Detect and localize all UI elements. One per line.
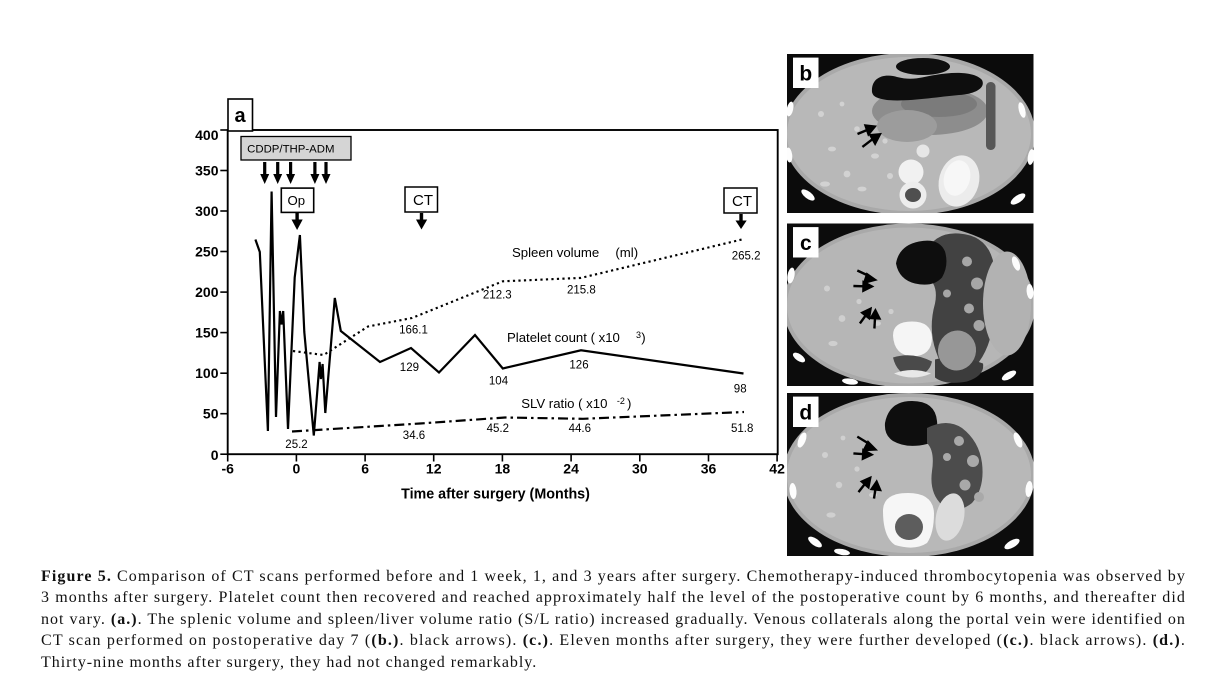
svg-text:SLV ratio ( x10: SLV ratio ( x10: [521, 396, 607, 411]
svg-text:CT: CT: [732, 193, 752, 210]
svg-text:42: 42: [769, 461, 785, 477]
svg-text:): ): [627, 396, 631, 411]
svg-text:45.2: 45.2: [487, 423, 509, 435]
svg-text:166.1: 166.1: [399, 325, 428, 337]
svg-text:-2: -2: [617, 396, 625, 406]
svg-text:100: 100: [195, 365, 219, 381]
svg-text:400: 400: [195, 127, 219, 143]
svg-text:CT: CT: [413, 192, 433, 209]
svg-text:215.8: 215.8: [567, 285, 596, 297]
svg-text:0: 0: [211, 447, 219, 463]
svg-text:250: 250: [195, 244, 219, 260]
svg-text:50: 50: [203, 406, 219, 422]
svg-text:51.8: 51.8: [731, 423, 753, 435]
svg-text:a: a: [234, 105, 246, 127]
svg-text:200: 200: [195, 284, 219, 300]
svg-text:Time after surgery (Months): Time after surgery (Months): [401, 487, 590, 503]
svg-text:(ml): (ml): [615, 245, 638, 260]
svg-text:212.3: 212.3: [483, 289, 512, 301]
svg-text:Op: Op: [288, 193, 306, 208]
svg-text:25.2: 25.2: [285, 439, 307, 451]
svg-text:d: d: [799, 401, 812, 424]
svg-text:Platelet count ( x10: Platelet count ( x10: [507, 330, 620, 345]
svg-text:34.6: 34.6: [403, 430, 425, 442]
svg-text:126: 126: [569, 360, 588, 372]
svg-text:0: 0: [293, 461, 301, 477]
svg-text:3: 3: [636, 330, 641, 340]
svg-text:265.2: 265.2: [732, 251, 761, 263]
svg-text:104: 104: [489, 376, 509, 388]
svg-text:c: c: [800, 232, 812, 255]
svg-text:CDDP/THP-ADM: CDDP/THP-ADM: [247, 144, 334, 156]
svg-text:36: 36: [701, 461, 717, 477]
svg-text:18: 18: [495, 461, 511, 477]
svg-text:b: b: [799, 62, 812, 85]
svg-text:98: 98: [734, 383, 747, 395]
svg-text:24: 24: [563, 461, 579, 477]
svg-text:): ): [641, 330, 645, 345]
svg-text:6: 6: [361, 461, 369, 477]
svg-text:44.6: 44.6: [569, 423, 591, 435]
svg-text:12: 12: [426, 461, 442, 477]
svg-text:30: 30: [632, 461, 648, 477]
svg-text:129: 129: [400, 362, 419, 374]
svg-text:350: 350: [195, 163, 219, 179]
svg-text:150: 150: [195, 325, 219, 341]
svg-text:Spleen volume: Spleen volume: [512, 245, 599, 260]
svg-text:-6: -6: [221, 461, 234, 477]
svg-text:300: 300: [195, 203, 219, 219]
